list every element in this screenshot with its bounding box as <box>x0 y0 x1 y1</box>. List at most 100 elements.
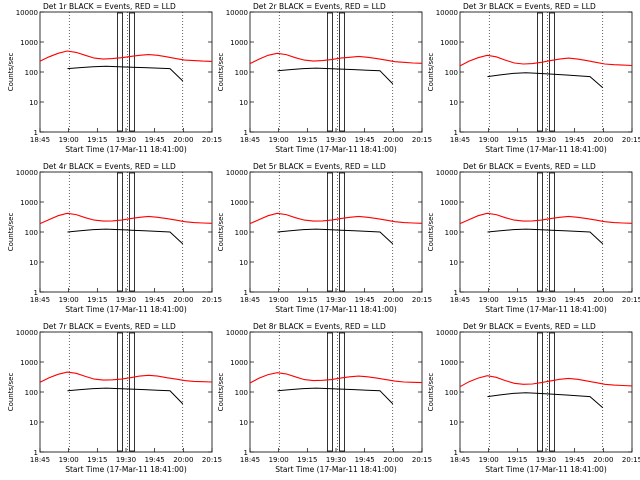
x-tick-label: 20:00 <box>383 296 403 304</box>
y-tick-label: 10000 <box>226 329 248 337</box>
x-tick-label: 18:45 <box>450 296 470 304</box>
x-axis-label: Start Time (17-Mar-11 18:41:00) <box>485 465 607 474</box>
plot-frame <box>39 171 213 293</box>
lld-line <box>39 50 213 62</box>
events-line <box>67 387 184 405</box>
x-tick-label: 20:15 <box>202 296 222 304</box>
x-tick-label: 20:00 <box>383 456 403 464</box>
x-tick-label: 20:15 <box>202 456 222 464</box>
panel-title: Det 3r BLACK = Events, RED = LLD <box>463 2 596 11</box>
x-tick-label: 18:45 <box>450 456 470 464</box>
detector-panel-8: Det 8r BLACK = Events, RED = LLD 1 10 100 10… <box>217 322 432 474</box>
y-tick-label: 1000 <box>20 39 38 47</box>
y-tick-label: 10000 <box>226 9 248 17</box>
y-tick-label: 1 <box>34 289 38 297</box>
x-tick-label: 20:15 <box>412 136 432 144</box>
data-gap-marker <box>537 12 543 132</box>
y-tick-label: 1 <box>454 289 458 297</box>
y-tick-label: 10000 <box>16 9 38 17</box>
x-tick-label: 19:15 <box>87 456 107 464</box>
x-tick-label: 19:30 <box>536 456 556 464</box>
data-gap-marker <box>117 12 123 132</box>
plot-frame <box>249 171 423 293</box>
plot-frame <box>39 11 213 133</box>
events-line <box>487 392 604 409</box>
y-tick-label: 100 <box>25 69 38 77</box>
events-line <box>487 72 604 89</box>
y-axis-label: Counts/sec <box>217 53 225 92</box>
y-tick-label: 1000 <box>230 199 248 207</box>
y-axis-label: Counts/sec <box>427 373 435 412</box>
y-axis-label: Counts/sec <box>7 53 15 92</box>
detector-panel-2: Det 2r BLACK = Events, RED = LLD 1 10 100 10… <box>217 2 432 154</box>
y-tick-label: 100 <box>445 389 458 397</box>
events-line <box>277 67 394 85</box>
x-tick-label: 19:30 <box>326 456 346 464</box>
lld-line <box>249 52 423 65</box>
x-tick-label: 19:30 <box>116 136 136 144</box>
y-tick-label: 10 <box>449 99 458 107</box>
x-tick-label: 18:45 <box>240 296 260 304</box>
data-gap-marker <box>129 332 136 452</box>
y-tick-label: 1 <box>244 449 248 457</box>
x-tick-label: 19:00 <box>479 136 499 144</box>
panel-title: Det 5r BLACK = Events, RED = LLD <box>253 162 386 171</box>
y-tick-label: 10000 <box>16 329 38 337</box>
x-axis-label: Start Time (17-Mar-11 18:41:00) <box>485 305 607 314</box>
plot-frame <box>39 331 213 453</box>
y-tick-label: 100 <box>235 229 248 237</box>
detector-panel-7: Det 7r BLACK = Events, RED = LLD 1 10 100 10… <box>7 322 222 474</box>
x-tick-label: 19:15 <box>507 136 527 144</box>
data-gap-marker <box>339 172 346 292</box>
detector-panel-5: Det 5r BLACK = Events, RED = LLD 1 10 100 10… <box>217 162 432 314</box>
x-tick-label: 20:00 <box>383 136 403 144</box>
x-tick-label: 19:00 <box>479 296 499 304</box>
x-tick-label: 19:15 <box>87 296 107 304</box>
y-axis-label: Counts/sec <box>7 373 15 412</box>
x-tick-label: 19:45 <box>355 136 375 144</box>
x-tick-label: 19:45 <box>355 456 375 464</box>
events-line <box>277 387 394 405</box>
y-tick-label: 1000 <box>230 39 248 47</box>
x-axis-label: Start Time (17-Mar-11 18:41:00) <box>65 145 187 154</box>
detector-panel-4: Det 4r BLACK = Events, RED = LLD 1 10 100 10… <box>7 162 222 314</box>
x-tick-label: 19:45 <box>565 296 585 304</box>
x-tick-label: 19:00 <box>59 296 79 304</box>
y-tick-label: 10 <box>29 259 38 267</box>
data-gap-marker <box>549 172 556 292</box>
y-tick-label: 10 <box>239 99 248 107</box>
x-tick-label: 19:15 <box>297 296 317 304</box>
x-tick-label: 19:00 <box>479 456 499 464</box>
y-tick-label: 1000 <box>20 359 38 367</box>
x-tick-label: 19:45 <box>565 456 585 464</box>
data-gap-marker <box>326 12 333 132</box>
data-gap-marker <box>326 332 333 452</box>
y-tick-label: 1 <box>454 129 458 137</box>
x-tick-label: 19:00 <box>59 136 79 144</box>
y-axis-label: Counts/sec <box>427 53 435 92</box>
detector-panel-6: Det 6r BLACK = Events, RED = LLD 1 10 100 10… <box>427 162 640 314</box>
y-tick-label: 100 <box>445 229 458 237</box>
y-axis-label: Counts/sec <box>217 213 225 252</box>
x-tick-label: 20:15 <box>622 296 640 304</box>
x-tick-label: 19:00 <box>269 296 289 304</box>
lld-line <box>459 212 633 225</box>
x-tick-label: 19:30 <box>326 136 346 144</box>
data-gap-marker <box>537 172 543 292</box>
y-axis-label: Counts/sec <box>217 373 225 412</box>
y-tick-label: 100 <box>235 69 248 77</box>
data-gap-marker <box>549 332 556 452</box>
y-tick-label: 1000 <box>440 39 458 47</box>
y-tick-label: 10 <box>449 419 458 427</box>
data-gap-marker <box>326 172 333 292</box>
x-tick-label: 20:15 <box>622 136 640 144</box>
y-tick-label: 100 <box>235 389 248 397</box>
x-tick-label: 20:00 <box>593 136 613 144</box>
y-tick-label: 10 <box>29 419 38 427</box>
y-axis-label: Counts/sec <box>427 213 435 252</box>
y-tick-label: 1 <box>244 289 248 297</box>
events-line <box>67 65 184 82</box>
data-gap-marker <box>117 172 123 292</box>
y-tick-label: 10 <box>29 99 38 107</box>
